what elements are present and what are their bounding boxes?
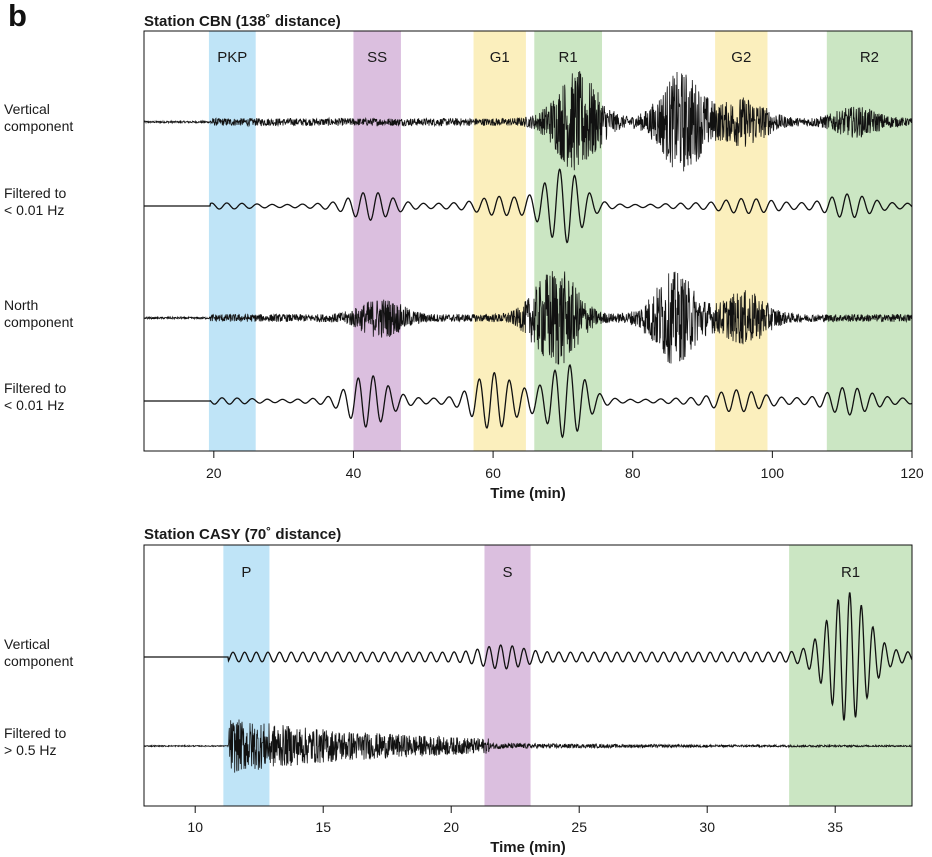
seismogram-trace: [144, 363, 913, 439]
x-tick-label: 30: [699, 819, 715, 835]
panel-1: [143, 30, 913, 458]
trace-label: North component: [4, 297, 73, 330]
x-tick-label: 40: [346, 465, 362, 481]
trace-label-line: > 0.5 Hz: [4, 742, 57, 758]
x-tick-label: 60: [485, 465, 501, 481]
trace-label: Vertical component: [4, 636, 73, 669]
trace-label-line: < 0.01 Hz: [4, 397, 64, 413]
phase-label: G2: [731, 49, 751, 66]
phase-label: SS: [367, 49, 387, 66]
phase-label: PKP: [217, 49, 247, 66]
phase-band-r2: [826, 31, 912, 451]
x-tick-label: 20: [206, 465, 222, 481]
phase-band-ss: [353, 31, 401, 451]
x-tick-label: 80: [625, 465, 641, 481]
trace-label-line: component: [4, 653, 73, 669]
x-tick-label: 25: [571, 819, 587, 835]
plot-frame: [143, 30, 913, 452]
trace-label-line: component: [4, 118, 73, 134]
x-tick-label: 20: [443, 819, 459, 835]
x-axis-label: Time (min): [490, 839, 566, 856]
trace-label-line: Filtered to: [4, 380, 66, 396]
panel-2: [143, 544, 913, 813]
phase-band-g2: [715, 31, 768, 451]
trace-label-line: Vertical: [4, 636, 50, 652]
phase-label: P: [241, 564, 251, 581]
phase-label: G1: [490, 49, 510, 66]
trace-label: Vertical component: [4, 101, 73, 134]
trace-label-line: Filtered to: [4, 185, 66, 201]
x-tick-label: 35: [827, 819, 843, 835]
phase-band-s: [484, 545, 531, 806]
seismogram-trace: [143, 71, 913, 172]
x-tick-label: 10: [187, 819, 203, 835]
trace-label-line: North: [4, 297, 38, 313]
phase-label: R1: [559, 49, 578, 66]
x-tick-label: 15: [315, 819, 331, 835]
seismogram-trace: [143, 271, 913, 365]
trace-label-line: component: [4, 314, 73, 330]
trace-label: Filtered to > 0.5 Hz: [4, 725, 66, 758]
seismogram-trace: [144, 168, 913, 244]
phase-label: S: [503, 564, 513, 581]
phase-label: R2: [860, 49, 879, 66]
phase-band-g1: [473, 31, 526, 451]
phase-band-r1: [789, 545, 912, 806]
panel-letter: b: [8, 0, 27, 33]
phase-label: R1: [841, 564, 860, 581]
x-axis-label: Time (min): [490, 485, 566, 502]
seismogram-trace: [143, 719, 913, 773]
trace-label-line: Vertical: [4, 101, 50, 117]
trace-label-line: < 0.01 Hz: [4, 202, 64, 218]
phase-band-pkp: [208, 31, 256, 451]
trace-label: Filtered to < 0.01 Hz: [4, 380, 66, 413]
phase-band-p: [223, 545, 270, 806]
x-tick-label: 100: [761, 465, 785, 481]
trace-label: Filtered to < 0.01 Hz: [4, 185, 66, 218]
seismogram-trace: [144, 592, 913, 721]
x-tick-label: 120: [900, 465, 924, 481]
panel-title: Station CBN (138˚ distance): [144, 13, 341, 30]
panel-title: Station CASY (70˚ distance): [144, 526, 341, 543]
trace-label-line: Filtered to: [4, 725, 66, 741]
plot-frame: [143, 544, 913, 807]
